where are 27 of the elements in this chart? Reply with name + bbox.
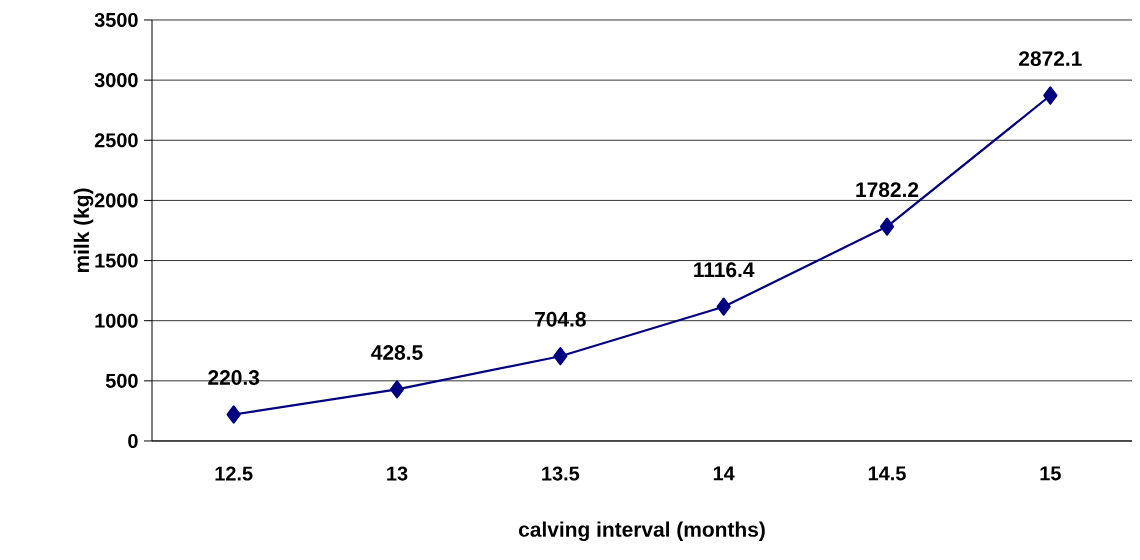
- point: [1043, 86, 1058, 105]
- x-tick-label: 15: [1040, 466, 1061, 481]
- x-tick-label: 14: [713, 466, 735, 481]
- y-axis-title: milk (kg): [73, 188, 94, 273]
- point: [879, 217, 895, 236]
- x-tick-label: 14.5: [868, 466, 906, 481]
- y-tick-label: 2500: [94, 133, 138, 148]
- y-tick-label: 3000: [94, 73, 138, 88]
- data-label: 428.5: [371, 345, 423, 360]
- y-tick-label: 1000: [95, 313, 138, 328]
- x-tick-label: 13: [387, 466, 408, 481]
- data-label: 1782.2: [856, 182, 919, 198]
- y-tick-label: 1500: [95, 253, 138, 268]
- y-tick-label: 3500: [94, 12, 138, 28]
- point: [716, 297, 731, 316]
- y-tick-label: 2000: [94, 193, 138, 208]
- data-label: 1116.4: [694, 262, 755, 278]
- data-label: 220.3: [208, 370, 260, 385]
- point: [553, 347, 568, 366]
- point: [389, 380, 405, 399]
- x-tick-label: 13.5: [542, 466, 580, 481]
- x-tick-label: 12.5: [215, 466, 253, 481]
- point: [226, 405, 241, 424]
- y-tick-label: 500: [105, 373, 138, 388]
- y-tick-label: 0: [128, 433, 138, 449]
- data-label: 2872.1: [1019, 51, 1082, 66]
- x-axis-title: calving interval (months): [519, 521, 765, 542]
